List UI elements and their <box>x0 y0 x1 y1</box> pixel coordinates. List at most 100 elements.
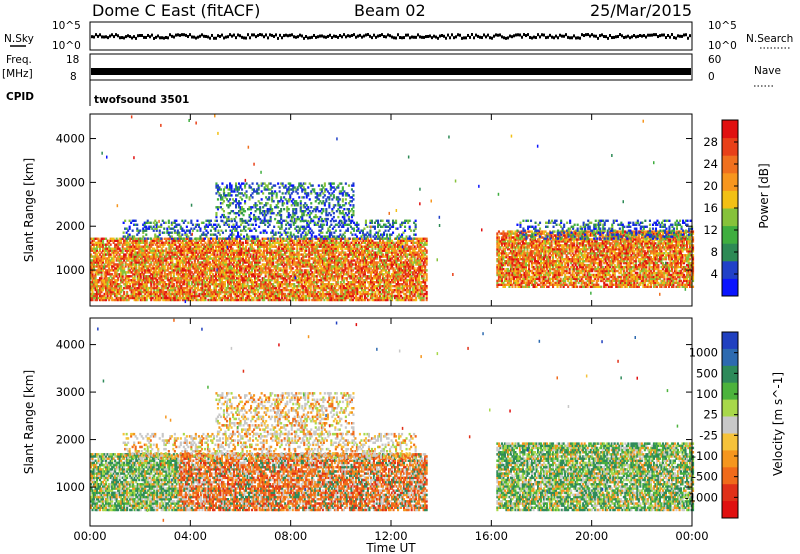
heatmap-cell <box>290 283 293 286</box>
heatmap-cell <box>308 239 311 242</box>
heatmap-cell <box>324 267 327 270</box>
heatmap-cell <box>260 249 263 252</box>
heatmap-cell <box>102 243 105 246</box>
heatmap-cell <box>278 285 281 288</box>
heatmap-cell <box>171 290 174 294</box>
heatmap-cell <box>165 255 168 258</box>
heatmap-cell <box>181 286 184 290</box>
heatmap-cell <box>332 265 335 268</box>
heatmap-cell <box>208 298 211 302</box>
heatmap-cell <box>204 269 207 272</box>
heatmap-cell <box>227 269 230 272</box>
heatmap-cell <box>196 269 199 272</box>
heatmap-cell <box>282 243 285 246</box>
heatmap-cell <box>314 288 317 292</box>
heatmap-cell <box>260 296 263 300</box>
heatmap-cell <box>208 249 211 252</box>
heatmap-cell <box>315 283 318 286</box>
heatmap-cell <box>144 271 147 274</box>
heatmap-cell <box>297 296 300 300</box>
heatmap-cell <box>330 283 333 286</box>
heatmap-cell <box>326 267 329 270</box>
heatmap-cell <box>94 249 97 252</box>
heatmap-cell <box>151 279 154 282</box>
heatmap-cell <box>97 245 100 248</box>
heatmap-cell <box>112 290 115 294</box>
nsky-trace <box>91 33 691 40</box>
heatmap-cell <box>135 239 138 242</box>
heatmap-cell <box>311 253 314 256</box>
heatmap-cell <box>201 237 204 240</box>
heatmap-cell <box>120 259 123 262</box>
heatmap-cell <box>97 279 100 282</box>
heatmap-cell <box>287 259 290 262</box>
heatmap-cell <box>114 285 117 288</box>
heatmap-cell <box>217 261 220 264</box>
heatmap-cell <box>141 237 144 240</box>
heatmap-cell <box>157 277 160 280</box>
heatmap-cell <box>193 279 196 282</box>
heatmap-cell <box>132 253 135 256</box>
heatmap-cell <box>269 285 272 288</box>
heatmap-cell <box>326 273 329 276</box>
heatmap-cell <box>281 277 284 280</box>
heatmap-cell <box>214 271 217 274</box>
heatmap-cell <box>225 253 228 256</box>
heatmap-cell <box>139 247 142 250</box>
heatmap-cell <box>303 294 306 298</box>
heatmap-cell <box>344 247 347 250</box>
heatmap-cell <box>90 267 93 270</box>
heatmap-cell <box>132 294 135 298</box>
heatmap-cell <box>219 265 222 268</box>
heatmap-cell <box>314 286 317 290</box>
heatmap-cell <box>227 267 230 270</box>
heatmap-cell <box>115 288 118 292</box>
heatmap-cell <box>269 267 272 270</box>
heatmap-cell <box>332 279 335 282</box>
heatmap-cell <box>231 288 234 292</box>
heatmap-cell <box>350 296 353 300</box>
heatmap-cell <box>153 277 156 280</box>
heatmap-cell <box>156 288 159 292</box>
heatmap-cell <box>100 245 103 248</box>
heatmap-cell <box>222 269 225 272</box>
heatmap-cell <box>327 243 330 246</box>
heatmap-cell <box>335 267 338 270</box>
heatmap-cell <box>345 247 348 250</box>
heatmap-cell <box>279 263 282 266</box>
heatmap-cell <box>273 273 276 276</box>
heatmap-cell <box>288 296 291 300</box>
heatmap-cell <box>175 267 178 270</box>
heatmap-cell <box>251 290 254 294</box>
heatmap-cell <box>124 239 127 242</box>
heatmap-cell <box>154 286 157 290</box>
heatmap-cell <box>233 249 236 252</box>
heatmap-cell <box>227 253 230 256</box>
heatmap-cell <box>106 273 109 276</box>
heatmap-cell <box>219 286 222 290</box>
heatmap-cell <box>168 253 171 256</box>
heatmap-cell <box>279 251 282 254</box>
heatmap-cell <box>93 257 96 260</box>
heatmap-cell <box>284 281 287 284</box>
heatmap-cell <box>261 298 264 302</box>
heatmap-cell <box>97 243 100 246</box>
heatmap-cell <box>181 243 184 246</box>
heatmap-cell <box>175 259 178 262</box>
heatmap-cell <box>255 257 258 260</box>
heatmap-cell <box>338 251 341 254</box>
heatmap-cell <box>285 239 288 242</box>
heatmap-cell <box>150 249 153 252</box>
heatmap-cell <box>293 257 296 260</box>
heatmap-cell <box>249 243 252 246</box>
heatmap-cell <box>120 241 123 244</box>
heatmap-cell <box>133 251 136 254</box>
heatmap-cell <box>133 296 136 300</box>
heatmap-cell <box>299 292 302 296</box>
heatmap-cell <box>91 294 94 298</box>
heatmap-cell <box>318 265 321 268</box>
heatmap-cell <box>186 237 189 240</box>
heatmap-cell <box>344 296 347 300</box>
heatmap-cell <box>124 271 127 274</box>
heatmap-cell <box>142 241 145 244</box>
